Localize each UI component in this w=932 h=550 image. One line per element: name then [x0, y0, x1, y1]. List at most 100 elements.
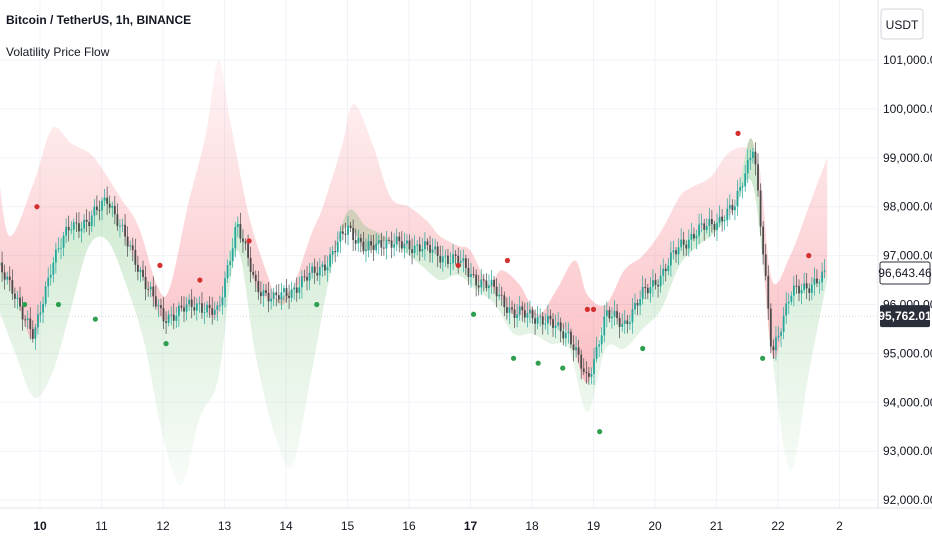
candle — [111, 201, 114, 218]
candle — [54, 242, 57, 274]
candle — [613, 300, 616, 326]
candle-body — [3, 272, 6, 280]
candle — [518, 296, 521, 321]
time-tick-label: 15 — [341, 519, 355, 533]
candle-body — [213, 309, 216, 315]
candle — [406, 234, 408, 253]
candle-body — [70, 229, 73, 231]
candle-body — [347, 225, 349, 235]
candle-body — [567, 331, 570, 333]
time-tick-label: 12 — [156, 519, 170, 533]
candle-body — [482, 279, 485, 281]
candle — [31, 320, 34, 343]
candle — [700, 213, 703, 233]
candle-body — [721, 216, 724, 222]
candle — [283, 285, 285, 301]
currency-button[interactable]: USDT — [880, 8, 924, 40]
candle-body — [764, 254, 767, 276]
candle-body — [529, 309, 531, 314]
price-axis[interactable]: USDT 101,000.00 100,000.00 99,000.00 98,000… — [877, 0, 932, 508]
candle — [813, 267, 816, 296]
candle — [177, 302, 180, 327]
candle-body — [782, 315, 785, 332]
indicator-title[interactable]: Volatility Price Flow — [6, 45, 110, 59]
candle-body — [672, 250, 675, 253]
candle — [493, 276, 495, 294]
candle — [646, 283, 649, 300]
candle — [16, 291, 19, 310]
candle-body — [242, 238, 244, 242]
candle-body — [772, 346, 775, 351]
candle-body — [505, 307, 508, 313]
candle — [431, 238, 434, 263]
candle-body — [726, 208, 729, 221]
candle-body — [34, 327, 37, 339]
candle — [270, 288, 273, 310]
candle-body — [21, 306, 24, 320]
candle-body — [252, 271, 255, 275]
price-tick-label: 99,000.00 — [883, 151, 932, 165]
candle — [313, 258, 316, 285]
candle-body — [495, 286, 498, 297]
candle — [767, 265, 770, 320]
candle — [782, 306, 785, 340]
candle-body — [498, 294, 501, 297]
candle-body — [382, 247, 385, 249]
candle-body — [359, 237, 362, 242]
plot-area[interactable] — [0, 0, 878, 508]
last-price-label: 96,643.46 — [878, 261, 932, 285]
candle — [600, 327, 603, 353]
candle-body — [380, 240, 383, 248]
candle — [562, 323, 565, 346]
candle — [29, 307, 32, 340]
candle-body — [208, 304, 211, 309]
candle-body — [406, 240, 408, 244]
upper-volatility-band — [0, 59, 828, 383]
candle-body — [19, 297, 21, 307]
candle — [644, 278, 647, 300]
candle — [229, 250, 232, 277]
candle — [590, 367, 593, 385]
candle-body — [464, 258, 467, 268]
time-axis[interactable]: 10 11 12 13 14 15 16 17 18 19 20 21 22 2 — [0, 507, 932, 533]
candle — [677, 238, 680, 265]
candle — [393, 233, 396, 257]
candle — [24, 315, 27, 327]
candle — [480, 268, 483, 296]
candle-body — [321, 264, 324, 268]
candle-body — [365, 249, 367, 252]
candle — [726, 198, 729, 227]
candle — [449, 252, 452, 276]
candle-body — [285, 288, 288, 296]
candle — [303, 269, 306, 282]
symbol-title[interactable]: Bitcoin / TetherUS, 1h, BINANCE — [6, 13, 191, 27]
candle — [213, 301, 216, 321]
candle-body — [454, 254, 457, 256]
candle-body — [103, 197, 106, 201]
candle-body — [206, 304, 208, 313]
candle — [331, 245, 334, 264]
candle-body — [546, 315, 549, 324]
candle-body — [119, 225, 121, 227]
candle — [121, 218, 124, 233]
candle — [198, 296, 201, 313]
candle — [746, 148, 749, 183]
candle — [513, 303, 516, 329]
candle — [144, 265, 147, 301]
candle — [416, 239, 419, 256]
candle-body — [316, 272, 319, 276]
candle — [570, 328, 572, 349]
candle — [70, 221, 73, 235]
candle — [95, 195, 98, 216]
candle — [295, 277, 298, 302]
candle-body — [470, 274, 472, 277]
candle — [26, 310, 29, 329]
currency-button-box[interactable] — [880, 8, 924, 40]
candle — [516, 304, 519, 328]
candle — [429, 235, 431, 263]
candle — [780, 328, 782, 347]
candle — [62, 231, 65, 257]
candle-body — [821, 271, 823, 283]
candle — [754, 142, 757, 176]
